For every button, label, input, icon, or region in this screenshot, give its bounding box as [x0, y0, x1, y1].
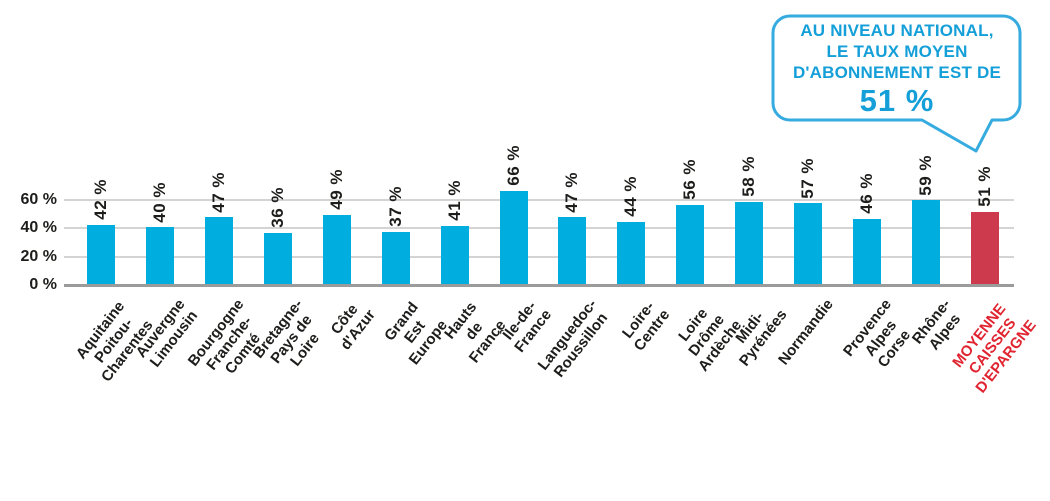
bar-value-label: 42 % — [91, 178, 111, 220]
y-axis-tick-label: 40 % — [20, 219, 57, 237]
bar-value-label: 47 % — [209, 171, 229, 213]
bar-group: 57 % Normandie — [775, 84, 838, 369]
bar-group: 58 % Midi-Pyrénées — [720, 84, 791, 369]
bar — [499, 190, 528, 284]
bar-value-label: 44 % — [621, 175, 641, 217]
bar — [146, 227, 175, 284]
bar — [735, 201, 764, 284]
bar — [676, 204, 705, 284]
bar-value-label: 59 % — [915, 154, 935, 196]
bar — [852, 218, 881, 284]
bar-value-label: 46 % — [856, 173, 876, 214]
bar-value-label: 40 % — [150, 181, 170, 223]
bar — [793, 203, 822, 284]
bar-group: 44 % Loire-Centre — [602, 84, 673, 354]
x-axis-label: Languedoc- Roussillon — [535, 296, 612, 381]
bar-value-label: 36 % — [268, 187, 288, 228]
bar-group: 59 % Rhône-Alpes — [896, 84, 964, 354]
bar-group: 56 % Loire Drôme Ardèche — [661, 84, 745, 375]
speech-bubble-shape — [771, 14, 1022, 153]
bar — [911, 200, 940, 284]
bar-group: 49 % Côte d'Azur — [308, 84, 379, 353]
gridline — [64, 255, 1014, 258]
x-axis-label: Loire-Centre — [618, 298, 674, 355]
y-axis-tick-label: 20 % — [20, 247, 57, 265]
bar-group: 37 % Grand Est Europe — [366, 84, 451, 368]
x-axis-label: Bretagne-Pays de Loire — [249, 296, 323, 370]
gridline — [64, 198, 1014, 201]
bar-group: 36 % Bretagne-Pays de Loire — [249, 84, 323, 369]
callout-bubble: AU NIVEAU NATIONAL, LE TAUX MOYEN D'ABON… — [770, 13, 1026, 158]
bar-value-label: 57 % — [797, 157, 817, 199]
bar-value-label: 56 % — [680, 158, 700, 200]
bars-layer: 42 % Aquitaine Poitou-Charentes 40 % Auverg… — [72, 84, 1040, 397]
bar — [205, 217, 234, 284]
x-axis-label: Côte d'Azur — [327, 301, 379, 354]
bar-group: 51 % MOYENNE CAISSES D'EPARGNE — [949, 84, 1039, 396]
bar-group: 47 % Bourgogne Franche-Comté — [185, 84, 264, 378]
bar — [322, 214, 351, 284]
callout-line-3: D'ABONNEMENT EST DE — [792, 63, 1002, 82]
gridline — [64, 227, 1014, 230]
callout-line-1: AU NIVEAU NATIONAL, — [800, 21, 994, 40]
bar-value-label: 49 % — [326, 168, 346, 210]
bar — [970, 211, 999, 284]
bar-group: 46 % Provence Alpes Corse — [837, 84, 914, 371]
x-axis-label: Normandie — [774, 296, 837, 369]
bar-group: 41 % Hauts de France — [425, 84, 510, 366]
bar-value-label: 51 % — [974, 166, 994, 207]
bar-value-label: 66 % — [503, 144, 523, 186]
bar-value-label: 58 % — [739, 156, 759, 197]
bar-value-label: 47 % — [562, 171, 582, 213]
callout-value: 51 % — [859, 83, 935, 118]
callout-text: AU NIVEAU NATIONAL, LE TAUX MOYEN D'ABON… — [772, 20, 1022, 117]
bar-value-label: 37 % — [385, 185, 405, 227]
bar-value-label: 41 % — [444, 180, 464, 221]
y-axis-tick-label: 0 % — [29, 276, 57, 293]
bar — [381, 231, 410, 284]
x-axis-label: Provence Alpes Corse — [840, 296, 915, 371]
bar — [440, 225, 469, 284]
bar — [617, 221, 646, 284]
bar — [264, 233, 293, 284]
bar-group: 66 % Île-de-France — [484, 84, 555, 356]
bar-group: 42 % Aquitaine Poitou-Charentes — [72, 84, 157, 385]
y-axis-tick-label: 60 % — [20, 190, 57, 208]
x-axis-baseline — [64, 284, 1014, 287]
bar-group: 40 % Auvergne Limousin — [131, 84, 202, 371]
bar-group: 47 % Languedoc- Roussillon — [535, 84, 612, 381]
bar — [87, 224, 116, 284]
bar — [558, 217, 587, 284]
callout-line-2: LE TAUX MOYEN — [826, 42, 968, 61]
